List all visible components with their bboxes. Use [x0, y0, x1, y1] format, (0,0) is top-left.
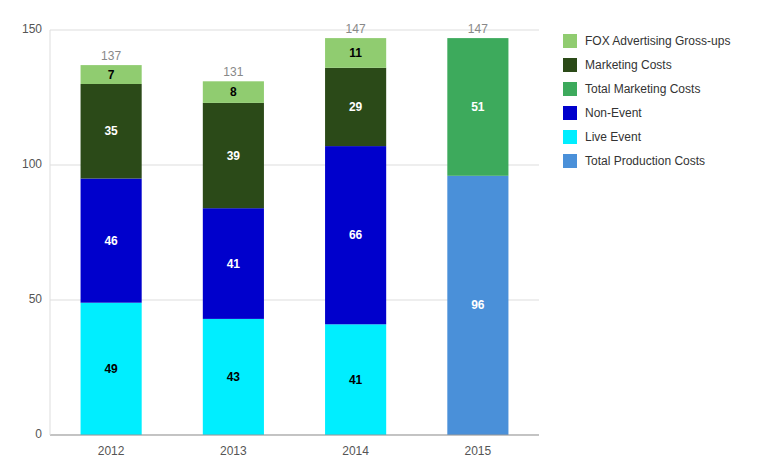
legend-label: Marketing Costs — [585, 58, 672, 72]
legend-label: Total Marketing Costs — [585, 82, 700, 96]
data-label: 46 — [104, 234, 118, 248]
data-labels: 49 46 35 7 43 41 39 8 41 66 29 11 96 51 137 131 147 147 — [101, 22, 488, 387]
bar-segment — [81, 303, 142, 435]
data-label: 41 — [227, 257, 241, 271]
data-label: 96 — [471, 298, 485, 312]
bar-segment — [325, 146, 386, 324]
y-tick-label: 0 — [35, 427, 42, 441]
bars — [81, 38, 509, 435]
total-label: 147 — [346, 22, 366, 36]
data-label: 8 — [230, 85, 237, 99]
y-tick-label: 100 — [22, 157, 42, 171]
legend-swatch — [563, 82, 577, 96]
legend-label: Non-Event — [585, 106, 642, 120]
legend-label: Total Production Costs — [585, 154, 705, 168]
y-axis-line — [50, 30, 51, 435]
data-label: 41 — [349, 373, 363, 387]
grid-line — [50, 435, 539, 436]
legend-label: FOX Advertising Gross-ups — [585, 34, 730, 48]
x-tick-label: 2015 — [465, 444, 492, 458]
bar-segment — [203, 81, 264, 103]
legend-swatch — [563, 106, 577, 120]
bar-segment — [203, 319, 264, 435]
bar-segment — [81, 84, 142, 179]
bar-segment — [203, 208, 264, 319]
bar-segment — [447, 176, 508, 435]
data-label: 7 — [108, 68, 115, 82]
bar-segment — [325, 38, 386, 68]
legend-label: Live Event — [585, 130, 642, 144]
x-tick-label: 2012 — [98, 444, 125, 458]
bar-segment — [81, 65, 142, 84]
y-tick-label: 150 — [22, 22, 42, 36]
data-label: 29 — [349, 100, 363, 114]
bar-segment — [325, 68, 386, 146]
legend-swatch — [563, 154, 577, 168]
y-tick-label: 50 — [29, 292, 43, 306]
data-label: 35 — [104, 124, 118, 138]
data-label: 39 — [227, 149, 241, 163]
legend-swatch — [563, 130, 577, 144]
chart: 0 50 100 150 49 46 35 7 43 41 39 8 41 66 29 11 96 51 137 13… — [0, 0, 769, 475]
grid — [50, 30, 539, 435]
x-tick-label: 2014 — [342, 444, 369, 458]
total-label: 131 — [223, 65, 243, 79]
data-label: 11 — [349, 46, 362, 60]
data-label: 66 — [349, 228, 363, 242]
legend-swatch — [563, 58, 577, 72]
x-axis-line — [50, 435, 539, 436]
bar-segment — [325, 324, 386, 435]
legend: FOX Advertising Gross-ups Marketing Costs… — [563, 34, 730, 168]
total-label: 137 — [101, 49, 121, 63]
total-label: 147 — [468, 22, 488, 36]
bar-segment — [447, 38, 508, 176]
bar-segment — [81, 179, 142, 303]
data-label: 49 — [104, 362, 118, 376]
grid-line — [50, 30, 539, 31]
x-tick-label: 2013 — [220, 444, 247, 458]
data-label: 43 — [227, 370, 241, 384]
data-label: 51 — [471, 100, 485, 114]
bar-segment — [203, 103, 264, 208]
legend-swatch — [563, 34, 577, 48]
